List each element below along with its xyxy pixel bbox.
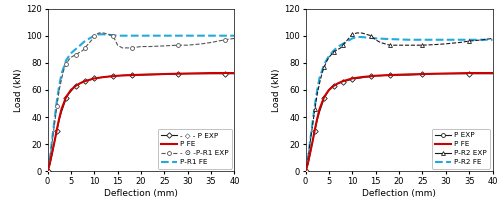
Legend: P EXP, P FE, P-R2 EXP, P-R2 FE: P EXP, P FE, P-R2 EXP, P-R2 FE — [432, 128, 490, 168]
Y-axis label: Load (kN): Load (kN) — [14, 68, 24, 112]
X-axis label: Deflection (mm): Deflection (mm) — [362, 189, 436, 198]
Y-axis label: Load (kN): Load (kN) — [272, 68, 281, 112]
Legend: - ◇ - P EXP, P FE, - ⊙ -P-R1 EXP, P-R1 FE: - ◇ - P EXP, P FE, - ⊙ -P-R1 EXP, P-R1 F… — [158, 128, 232, 168]
X-axis label: Deflection (mm): Deflection (mm) — [104, 189, 178, 198]
